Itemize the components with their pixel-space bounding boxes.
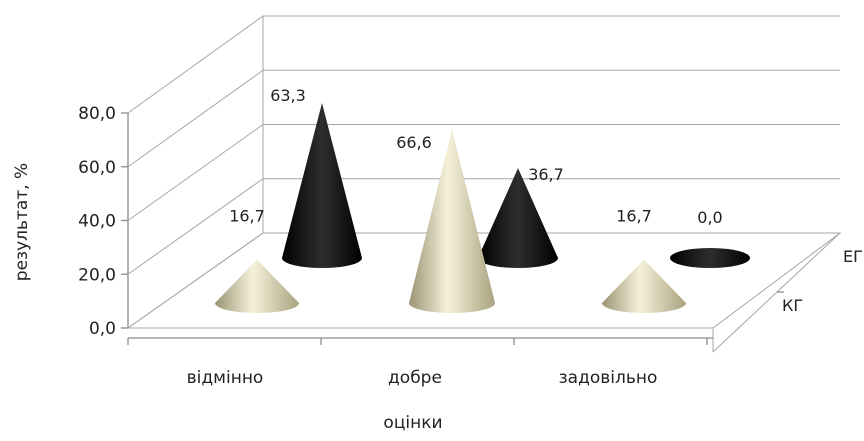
data-labels: 63,3 36,7 0,0 16,7 66,6 16,7	[229, 86, 723, 227]
y-tick-label: 60,0	[78, 158, 116, 178]
cone-eg-2	[670, 248, 750, 268]
cone-marks	[215, 103, 750, 313]
data-label-kg-2: 16,7	[616, 207, 652, 226]
cone-eg-1	[478, 168, 558, 268]
cone-eg-0-body	[282, 103, 362, 268]
category-label: відмінно	[187, 368, 264, 388]
y-tick-label: 0,0	[89, 319, 116, 339]
y-axis-title: результат, %	[12, 163, 32, 281]
gridline-diagonal	[127, 178, 264, 275]
cone-kg-2	[602, 259, 686, 313]
data-label-eg-0: 63,3	[270, 86, 306, 105]
gridline-diagonal	[127, 232, 264, 329]
cone-kg-1	[409, 130, 495, 313]
category-label: задовільно	[559, 368, 658, 388]
x-axis-title: оцінки	[383, 413, 442, 433]
data-label-kg-0: 16,7	[229, 207, 265, 226]
cone-eg-1-body	[478, 168, 558, 268]
cone-kg-1-body	[409, 130, 495, 313]
cone-kg-0-body	[215, 259, 299, 313]
cone-eg-0	[282, 103, 362, 268]
cone-kg-2-body	[602, 259, 686, 313]
cone-kg-0	[215, 259, 299, 313]
gridline-diagonal	[127, 15, 264, 114]
y-tick-label: 80,0	[78, 104, 116, 124]
gridline-diagonal	[127, 69, 264, 168]
depth-axis-line	[712, 232, 841, 353]
y-tick-label: 40,0	[78, 212, 116, 232]
cone-eg-2-base	[670, 248, 750, 268]
series-label-kg: КГ	[782, 296, 803, 315]
gridline-diagonal	[127, 124, 264, 221]
category-label: добре	[388, 368, 442, 388]
y-axis-ticks: 0,0 20,0 40,0 60,0 80,0	[78, 104, 128, 339]
y-tick-label: 20,0	[78, 265, 116, 285]
data-label-eg-2: 0,0	[697, 208, 722, 227]
series-label-eg: ЕГ	[843, 247, 863, 266]
data-label-eg-1: 36,7	[528, 165, 564, 184]
gridlines	[127, 15, 840, 329]
data-label-kg-1: 66,6	[396, 133, 432, 152]
